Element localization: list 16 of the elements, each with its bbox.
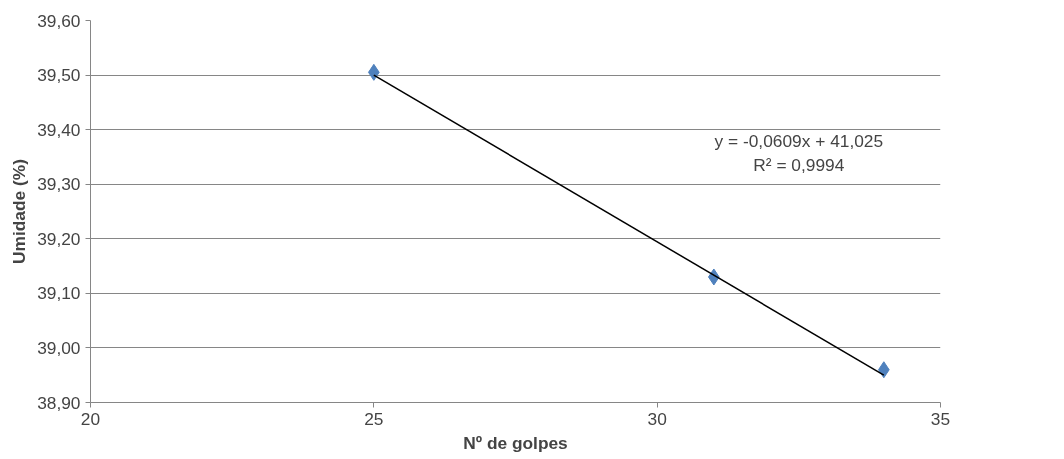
- y-tick-label: 39,40: [37, 119, 81, 140]
- y-tick-label: 39,60: [37, 10, 81, 31]
- y-tick-label: 39,50: [37, 65, 81, 86]
- annotation: y = -0,0609x + 41,025: [714, 131, 884, 152]
- y-tick-label: 38,90: [37, 392, 81, 413]
- x-axis-title: Nº de golpes: [463, 432, 568, 453]
- y-tick-label: 39,00: [37, 337, 81, 358]
- y-tick-label: 39,10: [37, 283, 81, 304]
- y-axis-title: Umidade (%): [9, 159, 30, 264]
- y-tick-label: 39,30: [37, 174, 81, 195]
- x-tick-label: 25: [364, 408, 384, 429]
- x-tick-label: 30: [647, 408, 667, 429]
- y-tick-label: 39,20: [37, 228, 81, 249]
- annotation: R² = 0,9994: [753, 155, 845, 176]
- x-tick-label: 35: [930, 408, 951, 429]
- x-tick-label: 20: [80, 408, 101, 429]
